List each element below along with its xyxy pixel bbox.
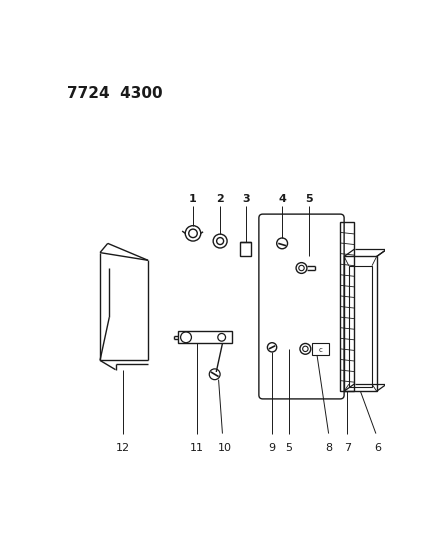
Text: 4: 4 bbox=[278, 194, 286, 204]
Bar bbox=[340, 222, 354, 391]
Bar bbox=[178, 331, 232, 343]
Text: 11: 11 bbox=[190, 443, 204, 453]
Text: 8: 8 bbox=[325, 443, 332, 453]
Text: 1: 1 bbox=[189, 194, 197, 204]
Text: 9: 9 bbox=[268, 443, 276, 453]
Text: 7: 7 bbox=[344, 443, 351, 453]
Text: 5: 5 bbox=[306, 194, 313, 204]
Text: c: c bbox=[318, 348, 322, 353]
Bar bbox=[349, 265, 372, 386]
Text: 10: 10 bbox=[218, 443, 232, 453]
Bar bbox=[240, 242, 251, 256]
Text: 5: 5 bbox=[285, 443, 293, 453]
Text: 12: 12 bbox=[116, 443, 130, 453]
Bar bbox=[344, 256, 377, 391]
Text: 6: 6 bbox=[374, 443, 381, 453]
Bar bbox=[312, 343, 329, 355]
Text: 2: 2 bbox=[216, 194, 224, 204]
Text: 7724  4300: 7724 4300 bbox=[68, 85, 163, 101]
Text: 3: 3 bbox=[242, 194, 250, 204]
